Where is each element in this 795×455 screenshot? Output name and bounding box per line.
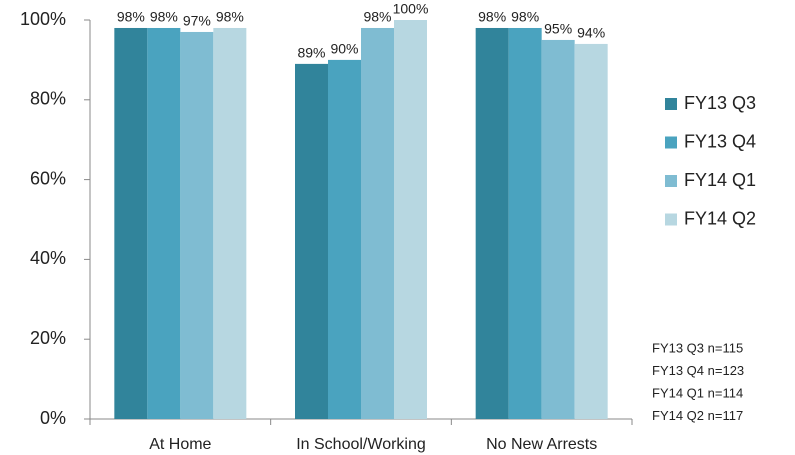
value-label: 98% bbox=[216, 9, 244, 25]
bar bbox=[394, 20, 427, 419]
bar bbox=[508, 27, 542, 419]
legend-swatch bbox=[665, 98, 677, 110]
value-label: 97% bbox=[183, 13, 211, 29]
bar bbox=[180, 31, 214, 419]
bar bbox=[114, 27, 148, 419]
bar bbox=[541, 39, 575, 419]
value-label: 98% bbox=[511, 9, 539, 25]
bar bbox=[361, 27, 394, 419]
value-label: 90% bbox=[330, 41, 358, 57]
annotation: FY13 Q4 n=123 bbox=[652, 363, 744, 378]
legend-label: FY13 Q4 bbox=[684, 131, 756, 151]
legend-swatch bbox=[665, 136, 677, 149]
annotation: FY13 Q3 n=115 bbox=[652, 340, 743, 355]
bar bbox=[574, 43, 608, 419]
value-label: 98% bbox=[150, 9, 178, 25]
y-tick-label: 20% bbox=[30, 328, 66, 348]
x-tick-label: In School/Working bbox=[296, 436, 426, 453]
legend-swatch bbox=[665, 213, 677, 226]
value-label: 98% bbox=[363, 9, 391, 25]
x-tick-label: No New Arrests bbox=[486, 436, 597, 453]
legend-label: FY14 Q1 bbox=[684, 170, 756, 190]
bar bbox=[295, 63, 328, 419]
legend-label: FY14 Q2 bbox=[684, 208, 756, 228]
y-tick-label: 60% bbox=[30, 168, 66, 188]
legend-swatch bbox=[665, 175, 677, 187]
annotation: FY14 Q2 n=117 bbox=[652, 408, 743, 423]
bar bbox=[147, 27, 181, 419]
x-tick-label: At Home bbox=[149, 436, 211, 453]
y-tick-label: 40% bbox=[30, 248, 66, 268]
annotation: FY14 Q1 n=114 bbox=[652, 385, 743, 400]
value-label: 98% bbox=[117, 9, 145, 25]
value-label: 95% bbox=[544, 21, 572, 37]
value-label: 94% bbox=[577, 25, 605, 41]
legend-label: FY13 Q3 bbox=[684, 93, 756, 113]
value-label: 89% bbox=[297, 45, 325, 61]
value-label: 98% bbox=[478, 9, 506, 25]
value-label: 100% bbox=[393, 1, 429, 17]
bar bbox=[213, 27, 247, 419]
bar bbox=[328, 59, 361, 420]
y-tick-label: 80% bbox=[30, 89, 66, 109]
y-tick-label: 100% bbox=[20, 9, 66, 29]
y-tick-label: 0% bbox=[40, 408, 66, 428]
bar bbox=[475, 27, 509, 419]
